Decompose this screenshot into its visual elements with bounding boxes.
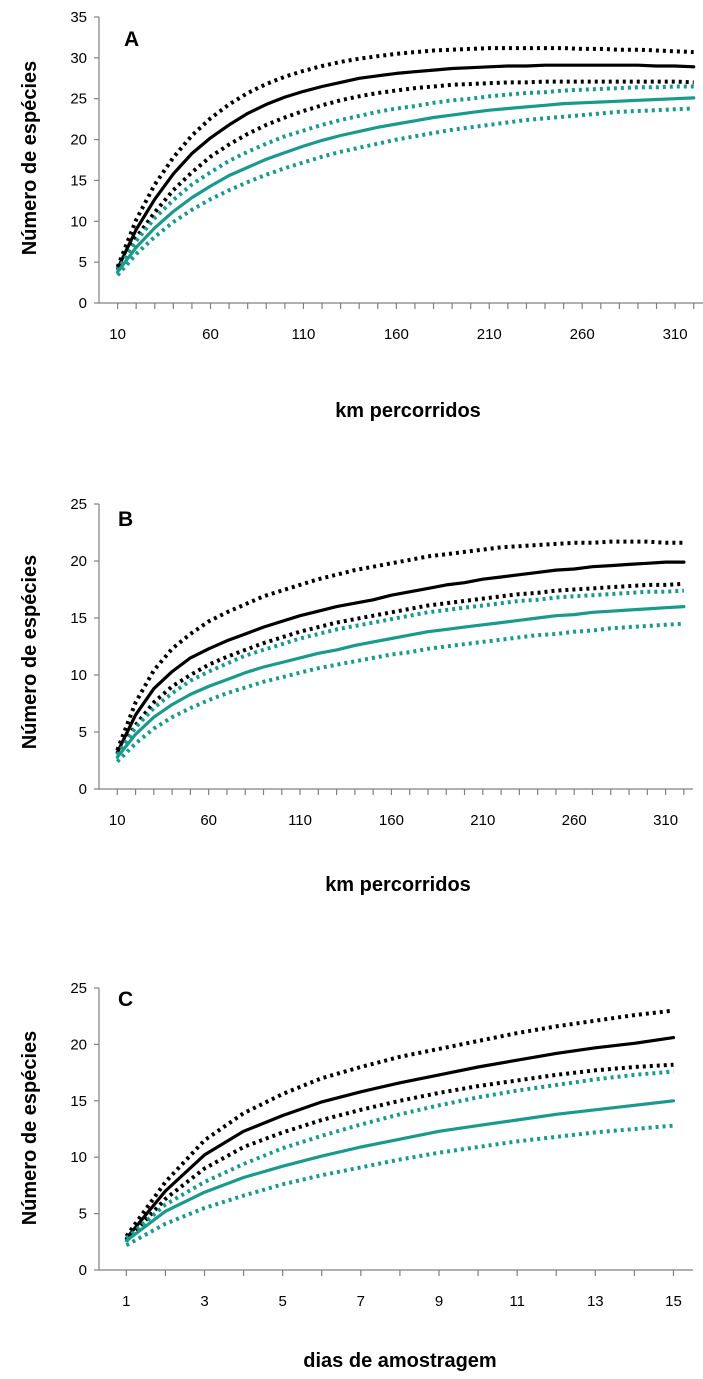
x-tick-label: 5 bbox=[278, 1293, 286, 1310]
series-line-teal-dotted-4 bbox=[125, 1069, 674, 1240]
panel-a-letter: A bbox=[124, 28, 139, 51]
panel-b-letter: B bbox=[118, 508, 133, 531]
y-tick-label: 25 bbox=[70, 91, 87, 108]
panel-b-x-axis-title: km percorridos bbox=[325, 874, 471, 896]
panel-c-letter: C bbox=[118, 988, 133, 1011]
x-tick-label: 11 bbox=[509, 1293, 525, 1310]
panel-b: 0 5 10 15 20 25 10 60 110 160 210 260 310 B Número d… bbox=[19, 496, 693, 896]
panel-a-x-axis-title: km percorridos bbox=[335, 400, 481, 422]
series-line-black-dotted-1 bbox=[115, 539, 684, 751]
series-line-teal-solid-3 bbox=[124, 1099, 676, 1243]
series-line-black-dotted-1 bbox=[124, 1008, 674, 1238]
series-line-teal-dotted-4 bbox=[115, 84, 694, 272]
x-tick-label: 60 bbox=[200, 812, 217, 829]
y-tick-label: 30 bbox=[70, 50, 87, 67]
y-tick-label: 0 bbox=[79, 1262, 87, 1279]
x-tick-label: 110 bbox=[288, 812, 312, 829]
x-tick-label: 160 bbox=[384, 326, 409, 343]
x-tick-label: 210 bbox=[470, 812, 495, 829]
series-line-black-solid-0 bbox=[124, 1035, 676, 1241]
series-line-black-dotted-2 bbox=[124, 1062, 674, 1243]
series-line-teal-dotted-5 bbox=[115, 621, 685, 764]
y-tick-label: 15 bbox=[70, 610, 87, 627]
x-tick-label: 310 bbox=[653, 812, 678, 829]
panel-a: 0 5 10 15 20 25 30 35 10 60 110 160 210 260 310 A Núme… bbox=[19, 9, 703, 422]
x-tick-label: 260 bbox=[570, 326, 595, 343]
x-tick-label: 260 bbox=[562, 812, 587, 829]
x-tick-label: 9 bbox=[435, 1293, 443, 1310]
series-line-black-solid-0 bbox=[115, 63, 696, 271]
panel-b-y-axis-title: Número de espécies bbox=[19, 555, 41, 750]
panel-b-plot-area: 0 5 10 15 20 25 10 60 110 160 210 260 310 bbox=[70, 496, 693, 829]
series-line-black-dotted-2 bbox=[115, 581, 685, 756]
x-tick-label: 15 bbox=[665, 1293, 682, 1310]
series-line-black-solid-0 bbox=[115, 560, 686, 755]
series-line-teal-solid-3 bbox=[115, 96, 696, 274]
y-tick-label: 0 bbox=[79, 295, 87, 312]
y-tick-label: 0 bbox=[79, 781, 87, 798]
y-tick-label: 25 bbox=[70, 496, 87, 513]
x-tick-label: 7 bbox=[357, 1293, 365, 1310]
x-tick-label: 3 bbox=[200, 1293, 208, 1310]
x-tick-label: 1 bbox=[122, 1293, 130, 1310]
y-tick-label: 10 bbox=[70, 213, 87, 230]
y-tick-label: 15 bbox=[70, 1093, 87, 1110]
x-tick-label: 210 bbox=[477, 326, 502, 343]
y-tick-label: 35 bbox=[70, 9, 87, 26]
y-tick-label: 10 bbox=[70, 667, 87, 684]
x-tick-label: 160 bbox=[379, 812, 404, 829]
y-tick-label: 15 bbox=[70, 172, 87, 189]
series-line-black-dotted-1 bbox=[115, 46, 694, 268]
x-tick-label: 10 bbox=[109, 812, 126, 829]
y-tick-label: 20 bbox=[70, 553, 87, 570]
panel-a-y-axis-title: Número de espécies bbox=[19, 61, 41, 256]
x-tick-label: 60 bbox=[202, 326, 219, 343]
series-line-teal-dotted-5 bbox=[125, 1123, 674, 1247]
series-line-teal-dotted-5 bbox=[116, 106, 694, 277]
series-line-teal-dotted-4 bbox=[115, 588, 685, 756]
series-line-black-dotted-2 bbox=[115, 79, 694, 272]
panel-c-x-axis-title: dias de amostragem bbox=[303, 1350, 496, 1372]
y-tick-label: 20 bbox=[70, 132, 87, 149]
y-tick-label: 5 bbox=[79, 1206, 87, 1223]
y-tick-label: 25 bbox=[70, 980, 87, 997]
series-line-teal-solid-3 bbox=[115, 604, 686, 759]
x-tick-label: 310 bbox=[663, 326, 688, 343]
y-tick-label: 10 bbox=[70, 1149, 87, 1166]
panel-a-plot-area: 0 5 10 15 20 25 30 35 10 60 110 160 210 260 310 bbox=[70, 9, 703, 343]
panel-c-y-axis-title: Número de espécies bbox=[19, 1031, 41, 1226]
y-tick-label: 5 bbox=[79, 724, 87, 741]
x-tick-label: 110 bbox=[291, 326, 315, 343]
x-tick-label: 10 bbox=[109, 326, 126, 343]
y-tick-label: 5 bbox=[79, 254, 87, 271]
y-tick-label: 20 bbox=[70, 1036, 87, 1053]
x-tick-label: 13 bbox=[587, 1293, 604, 1310]
